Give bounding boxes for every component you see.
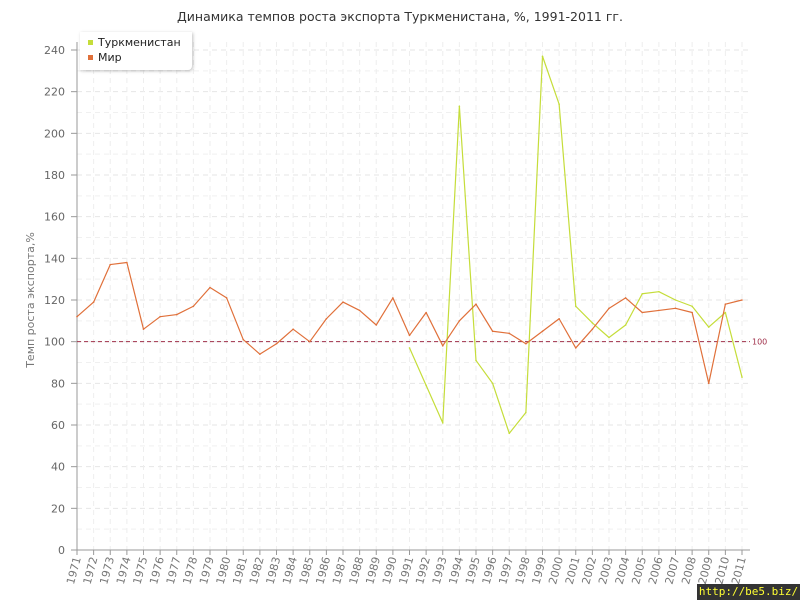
data-point <box>525 411 527 414</box>
data-point <box>491 330 494 333</box>
x-tick-label: 2011 <box>729 555 749 585</box>
y-tick-label: 220 <box>44 86 65 99</box>
data-point <box>425 311 427 314</box>
data-point <box>574 347 577 349</box>
data-point <box>358 309 361 312</box>
legend-swatch <box>88 39 93 45</box>
y-tick-label: 240 <box>44 44 65 57</box>
legend-item-turkmenistan[interactable]: Туркменистан <box>88 36 181 50</box>
data-point <box>175 313 178 316</box>
reference-line-label: 100 <box>752 338 767 347</box>
y-tick-label: 140 <box>44 252 65 265</box>
data-point <box>475 303 477 305</box>
y-tick-label: 20 <box>51 502 65 515</box>
data-point <box>392 297 394 299</box>
data-point <box>541 330 544 333</box>
axes <box>71 42 750 555</box>
data-point <box>491 382 494 385</box>
data-point <box>308 340 311 343</box>
y-tick-label: 180 <box>44 169 65 182</box>
data-point <box>641 292 644 295</box>
data-point <box>92 301 95 303</box>
data-point <box>109 263 112 266</box>
y-tick-label: 0 <box>58 544 65 557</box>
y-tick-label: 80 <box>51 377 65 390</box>
data-point <box>724 303 727 305</box>
data-point <box>674 307 677 310</box>
data-point <box>558 103 560 105</box>
y-tick-label: 160 <box>44 211 65 224</box>
data-point <box>458 105 461 108</box>
data-point <box>209 286 211 289</box>
data-point <box>674 299 677 301</box>
data-point <box>608 336 610 339</box>
data-point <box>691 311 693 314</box>
legend: Туркменистан Мир <box>80 32 192 70</box>
data-point <box>425 384 427 387</box>
legend-label: Мир <box>98 51 122 64</box>
data-point <box>558 317 560 320</box>
data-point <box>458 320 461 322</box>
data-point <box>591 322 594 324</box>
data-point <box>691 305 693 308</box>
y-tick-label: 40 <box>51 461 65 474</box>
data-point <box>159 315 161 318</box>
data-point <box>608 307 610 310</box>
data-point <box>541 55 544 58</box>
y-tick-label: 200 <box>44 127 65 140</box>
data-point <box>259 353 261 355</box>
data-point <box>126 261 128 264</box>
data-point <box>375 324 378 326</box>
data-point <box>525 342 527 345</box>
data-point <box>76 315 78 318</box>
data-point <box>741 299 743 301</box>
data-point <box>441 345 444 347</box>
data-point <box>574 305 577 308</box>
y-tick-label: 120 <box>44 294 65 307</box>
data-point <box>658 309 660 312</box>
y-axis-title: Темп роста экспорта,% <box>24 232 37 369</box>
grid <box>76 42 748 550</box>
y-tick-label: 60 <box>51 419 65 432</box>
data-point <box>408 347 411 349</box>
data-point <box>192 305 195 308</box>
data-point <box>275 342 278 345</box>
data-point <box>707 326 710 328</box>
legend-swatch <box>88 54 93 60</box>
data-point <box>225 297 228 299</box>
data-point <box>441 422 444 424</box>
data-point <box>707 382 710 385</box>
data-point <box>658 290 660 293</box>
series <box>76 55 743 435</box>
reference-line: 100 <box>77 338 767 347</box>
data-point <box>475 359 477 362</box>
watermark-link[interactable]: http://be5.biz/ <box>697 584 800 600</box>
data-point <box>142 328 145 330</box>
data-point <box>508 332 511 335</box>
data-point <box>408 334 411 337</box>
data-point <box>325 317 328 320</box>
legend-item-world[interactable]: Мир <box>88 51 122 65</box>
y-tick-label: 100 <box>44 336 65 349</box>
data-point <box>624 324 627 326</box>
legend-label: Туркменистан <box>98 36 181 49</box>
data-point <box>741 376 743 378</box>
data-point <box>724 311 727 314</box>
data-point <box>641 311 644 314</box>
data-point <box>242 338 245 341</box>
chart-title: Динамика темпов роста экспорта Туркменис… <box>177 9 623 24</box>
data-point <box>292 328 294 330</box>
data-point <box>508 432 511 435</box>
data-point <box>342 301 344 303</box>
data-point <box>591 328 594 330</box>
data-point <box>624 297 627 299</box>
